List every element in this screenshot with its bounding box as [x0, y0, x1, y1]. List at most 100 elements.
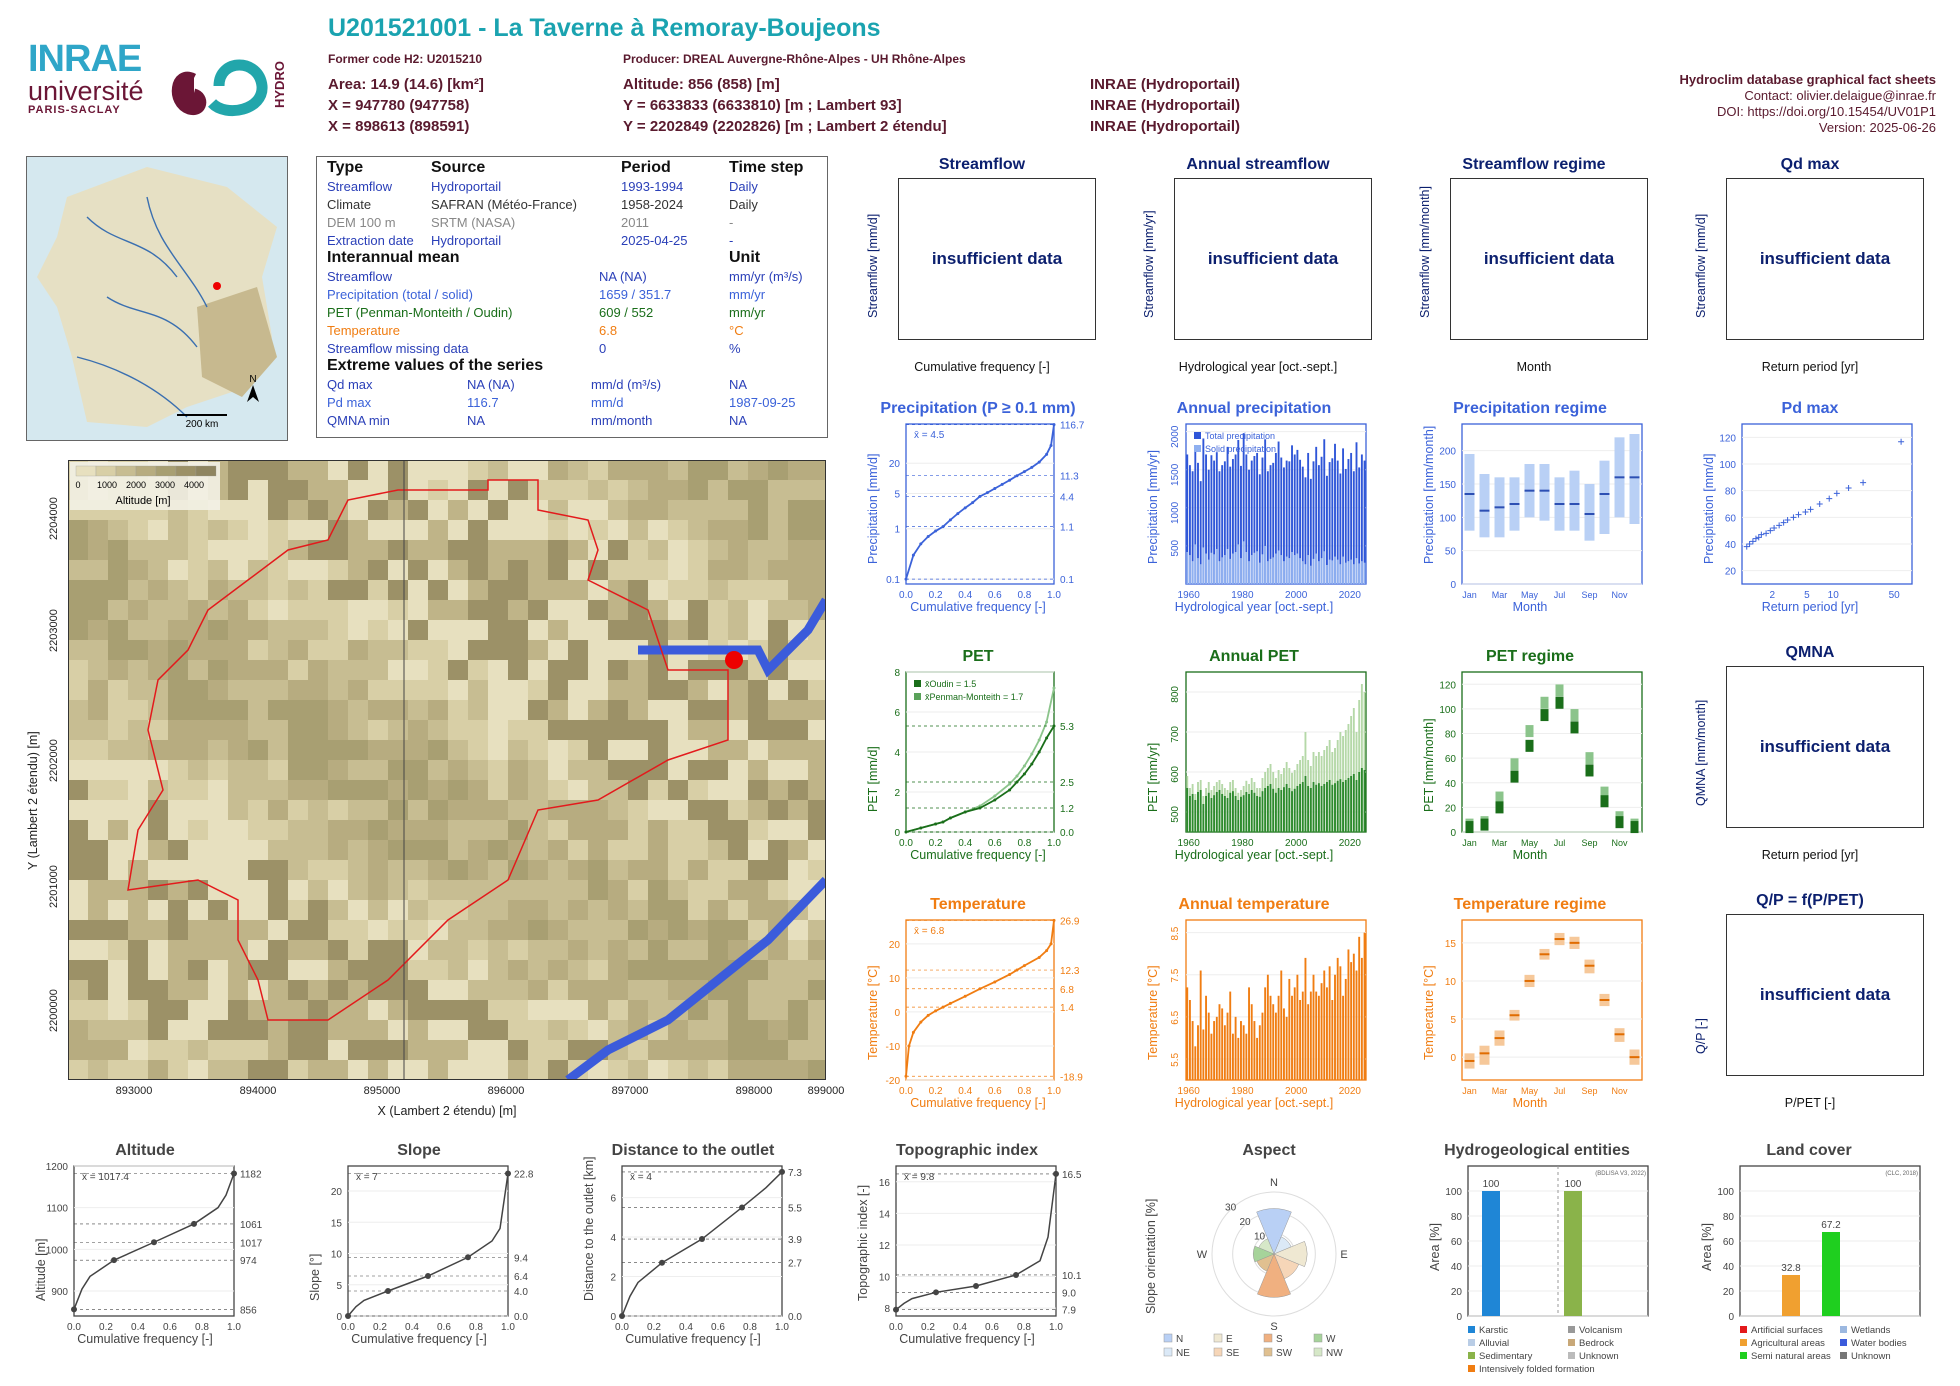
dem-cell	[648, 1000, 668, 1020]
dem-cell	[588, 880, 608, 900]
dem-cell	[688, 620, 708, 640]
dem-cell	[508, 860, 528, 880]
bar	[1358, 700, 1361, 832]
dem-cell	[268, 460, 288, 480]
dem-cell	[528, 540, 548, 560]
dem-cell	[648, 940, 668, 960]
x-axis-label: Month	[1512, 600, 1548, 614]
box	[1600, 786, 1609, 799]
dem-cell	[708, 500, 728, 520]
bar	[1342, 448, 1345, 584]
y-tick: 500	[1170, 539, 1181, 556]
chart-annual_streamflow: Annual streamflow insufficient data Hydrol…	[1138, 156, 1378, 396]
dem-cell	[468, 540, 488, 560]
x-tick: 0.6	[988, 590, 1002, 601]
dem-cell	[688, 840, 708, 860]
dem-cell	[188, 520, 208, 540]
dem-cell	[148, 920, 168, 940]
right-tick: 2.7	[788, 1259, 802, 1270]
y-tick: 5	[336, 1281, 342, 1292]
dem-xtick: 898000	[735, 1085, 773, 1097]
box	[1555, 684, 1564, 697]
dem-cell	[188, 1020, 208, 1040]
x-tick: 50	[1889, 590, 1901, 601]
extreme-date: NA	[729, 377, 748, 392]
dem-cell	[608, 900, 628, 920]
x-tick: 1.0	[1047, 590, 1061, 601]
bar	[1350, 716, 1353, 832]
dem-cell	[788, 740, 808, 760]
dem-cell	[168, 780, 188, 800]
dem-cell	[248, 720, 268, 740]
dem-cell	[428, 600, 448, 620]
dem-cell	[728, 580, 748, 600]
dem-cell	[248, 1060, 268, 1080]
x-tick: 0.2	[373, 1322, 387, 1333]
legend-label: Intensively folded formation	[1479, 1364, 1595, 1375]
bar	[1188, 796, 1191, 832]
dem-cell	[348, 480, 368, 500]
dem-cell	[568, 980, 588, 1000]
dem-cell	[768, 1000, 788, 1020]
dem-cell	[688, 500, 708, 520]
bar	[1347, 561, 1350, 584]
box	[1525, 739, 1534, 752]
dem-cell	[588, 620, 608, 640]
dem-cell	[208, 860, 228, 880]
chart-title: Pd max	[1781, 400, 1839, 417]
dem-cell	[368, 660, 388, 680]
dem-cell	[568, 720, 588, 740]
data-point	[1771, 525, 1778, 531]
bar	[1352, 471, 1355, 584]
bar	[1213, 1021, 1216, 1080]
data-point	[1052, 918, 1056, 922]
right-tick: 1017	[240, 1238, 263, 1249]
dem-cell	[448, 1000, 468, 1020]
dem-cell	[88, 640, 108, 660]
legend-swatch	[1468, 1352, 1475, 1359]
box	[1570, 721, 1579, 734]
dem-cell	[88, 840, 108, 860]
dem-cell	[128, 700, 148, 720]
dem-cell	[448, 740, 468, 760]
dem-cell	[268, 920, 288, 940]
dem-cell	[548, 580, 568, 600]
dem-cell	[368, 940, 388, 960]
y-tick: 4	[610, 1233, 616, 1244]
dem-cell	[188, 540, 208, 560]
quantile-marker	[779, 1168, 785, 1175]
dem-cell	[168, 820, 188, 840]
bar	[1301, 466, 1304, 584]
dem-cell	[488, 600, 508, 620]
dem-cell	[688, 480, 708, 500]
dem-cell	[748, 700, 768, 720]
dem-cell	[108, 560, 128, 580]
quantile-marker	[933, 1289, 939, 1296]
dem-cell	[268, 800, 288, 820]
dem-cell	[668, 920, 688, 940]
dem-cell	[348, 800, 368, 820]
mean-label: Streamflow missing data	[327, 341, 469, 356]
x-tick: Mar	[1492, 590, 1508, 600]
dem-cell	[328, 500, 348, 520]
legend-label: Alluvial	[1479, 1338, 1509, 1349]
dem-cell	[388, 1000, 408, 1020]
dem-cell	[108, 860, 128, 880]
dem-cell	[188, 960, 208, 980]
dem-cell	[108, 620, 128, 640]
y-tick: 1500	[1170, 463, 1181, 486]
bar	[1350, 776, 1353, 832]
y-tick: 20	[889, 459, 901, 470]
dem-cell	[128, 1000, 148, 1020]
chart-title: Altitude	[115, 1142, 175, 1159]
x-tick: 2000	[1285, 590, 1308, 601]
dem-cell	[668, 600, 688, 620]
bar	[1197, 558, 1199, 584]
col-period: Period	[621, 159, 671, 176]
right-tick: 974	[240, 1256, 257, 1267]
bar	[1197, 462, 1199, 584]
x-tick: 0.6	[988, 1086, 1002, 1097]
dem-cell	[168, 700, 188, 720]
